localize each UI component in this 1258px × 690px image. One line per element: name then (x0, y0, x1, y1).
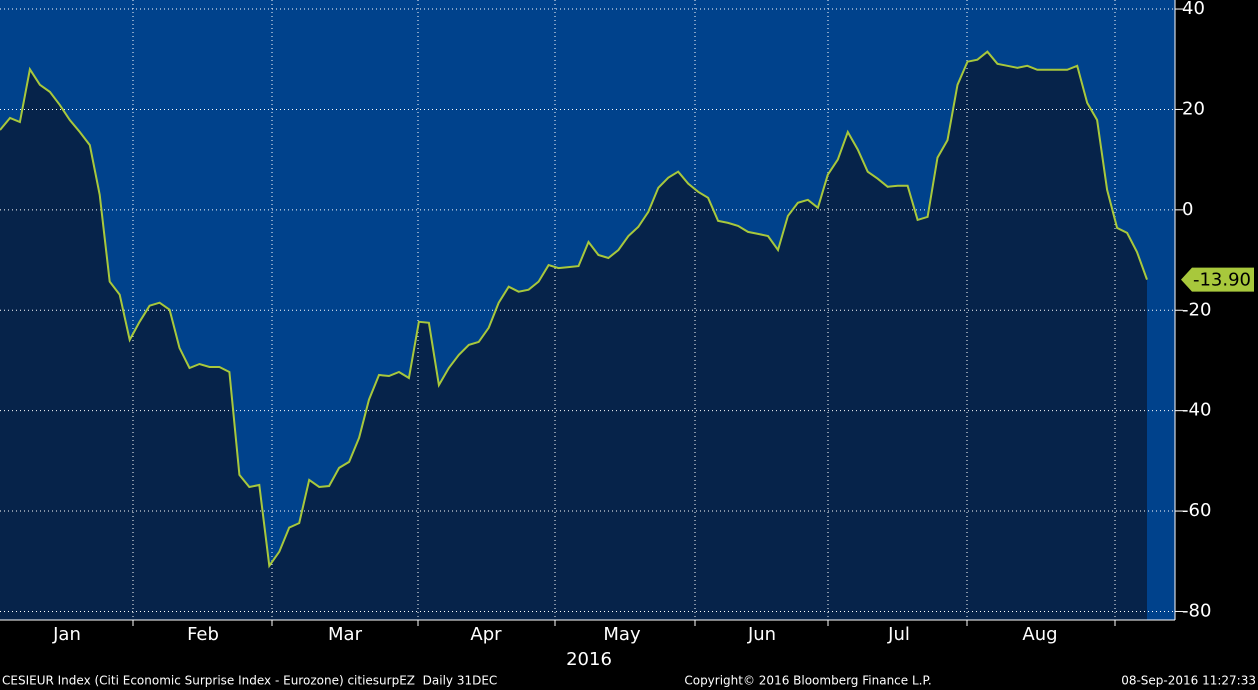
x-tick-label: Jun (747, 624, 776, 645)
x-tick-label: Mar (328, 624, 363, 645)
y-tick-label: -40 (1182, 400, 1211, 421)
value-callout (1181, 267, 1254, 292)
y-tick-label: -60 (1182, 500, 1211, 521)
x-tick-label: Apr (470, 624, 502, 645)
y-tick-label: 0 (1182, 199, 1193, 220)
x-tick-label: Jan (52, 624, 81, 645)
footer-description: CESIEUR Index (Citi Economic Surprise In… (2, 674, 497, 688)
y-tick-label: -80 (1182, 600, 1211, 621)
value-label: -13.90 (1193, 270, 1251, 291)
year-label: 2016 (566, 649, 612, 670)
area (0, 51, 1147, 620)
y-tick-label: 20 (1182, 98, 1205, 119)
footer-timestamp: 08-Sep-2016 11:27:33 (1121, 674, 1256, 688)
x-tick-label: May (603, 624, 641, 645)
y-tick-label: -20 (1182, 299, 1211, 320)
x-tick-label: Jul (887, 624, 910, 645)
x-tick-label: Feb (187, 624, 219, 645)
line (0, 50, 1148, 569)
footer-copyright: Copyright© 2016 Bloomberg Finance L.P. (684, 674, 931, 688)
y-tick-label: 40 (1182, 0, 1205, 19)
x-tick-label: Aug (1022, 624, 1057, 645)
